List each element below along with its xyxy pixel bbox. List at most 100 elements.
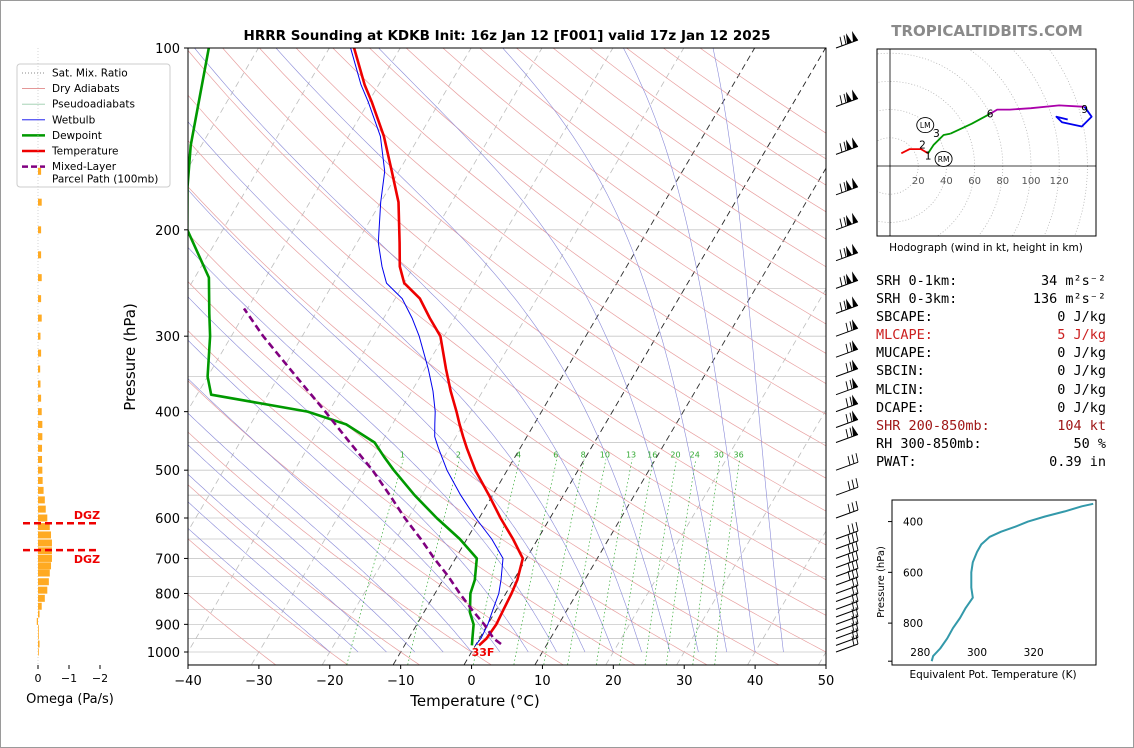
barb-feather [851, 551, 855, 562]
barb-staff [835, 568, 859, 577]
mixing-ratio-label: 2 [456, 450, 461, 459]
x-tick-label: 0 [467, 674, 475, 689]
barb-feather [847, 456, 851, 466]
moist-adiabat [188, 473, 387, 653]
dry-adiabat [259, 48, 826, 479]
barb-flag [852, 425, 858, 437]
omega-bar [38, 486, 44, 494]
mixing-ratio-line [595, 459, 633, 665]
omega-bar [38, 332, 41, 340]
barb-feather [855, 576, 859, 586]
omega-bar [38, 365, 41, 373]
theta-e-x-tick-label: 320 [1024, 647, 1044, 659]
barb-staff [835, 608, 859, 618]
omega-bar [38, 632, 39, 640]
barb-staff [835, 434, 859, 443]
barb-staff [835, 509, 859, 519]
barb-feather [847, 553, 851, 563]
stat-value: 0.39 in [1049, 453, 1106, 470]
mixing-ratio-label: 24 [690, 450, 700, 459]
wind-barb [835, 634, 859, 653]
stat-value: 5 J/kg [1057, 327, 1106, 344]
dry-adiabat [188, 380, 564, 665]
barb-feather [851, 523, 855, 533]
theta-e-x-axis-label: Equivalent Pot. Temperature (K) [909, 669, 1076, 681]
barb-staff [835, 540, 859, 550]
barb-staff [835, 327, 859, 337]
barb-feather [843, 141, 847, 151]
theta-e-x-tick-label: 300 [967, 647, 987, 659]
barb-feather [855, 531, 859, 541]
barb-feather [851, 601, 855, 611]
y-tick-label: 200 [155, 224, 180, 239]
mixing-ratio-line [714, 459, 740, 665]
wind-barb [835, 212, 859, 231]
legend-label: Pseudoadiabats [52, 99, 135, 111]
storm-motion-marker [934, 150, 953, 167]
barb-flag [846, 298, 852, 310]
isotherm-line [188, 48, 472, 532]
omega-bar [38, 562, 52, 570]
barb-feather [839, 218, 843, 228]
barb-feather [845, 322, 849, 332]
barb-staff [835, 630, 859, 639]
legend-label: Dewpoint [52, 130, 102, 142]
mixing-ratio-label: 20 [670, 450, 680, 459]
mixing-ratio-label: 36 [734, 450, 744, 459]
barb-staff [835, 623, 859, 632]
omega-x-axis-label: Omega (Pa/s) [26, 692, 114, 707]
barb-feather [847, 503, 851, 514]
omega-bar [38, 625, 39, 633]
wind-barb [835, 614, 859, 632]
stat-label: MUCAPE: [876, 345, 933, 362]
mixing-ratio-label: 13 [626, 450, 636, 459]
wind-barb [835, 31, 859, 49]
moist-adiabat [188, 501, 359, 653]
omega-bar [38, 547, 52, 555]
barb-feather [847, 534, 851, 544]
omega-bar [38, 640, 40, 648]
dry-adiabat [442, 48, 826, 325]
storm-motion-label: LM [920, 121, 931, 130]
stat-value: 0 J/kg [1057, 345, 1106, 362]
barb-feather [849, 427, 853, 437]
stat-rh: RH 300-850mb: 50 % [876, 435, 1106, 453]
barb-staff [835, 368, 859, 378]
mixing-ratio-line [619, 459, 654, 665]
hodograph-ring-label: 40 [940, 176, 953, 187]
barb-feather [851, 533, 855, 543]
dry-adiabat [188, 186, 826, 653]
omega-bar [38, 539, 52, 547]
barb-staff [835, 549, 859, 559]
barb-staff [835, 576, 859, 586]
barb-feather [839, 277, 843, 287]
y-tick-label: 800 [155, 587, 180, 602]
barb-feather [855, 584, 859, 594]
barb-feather [847, 570, 851, 581]
barb-staff [835, 636, 859, 646]
wind-barb [835, 576, 859, 594]
hodograph-caption: Hodograph (wind in kt, height in km) [889, 242, 1083, 254]
theta-e-y-tick-label: 800 [903, 618, 923, 630]
stat-dcape: DCAPE: 0 J/kg [876, 399, 1106, 417]
x-tick-label: −30 [245, 674, 272, 689]
barb-feather [839, 36, 843, 46]
x-tick-label: −10 [387, 674, 414, 689]
barb-flag [846, 215, 852, 226]
dry-adiabat [188, 330, 636, 665]
barb-flag [852, 177, 858, 189]
wind-barb [835, 592, 859, 610]
barb-feather [851, 585, 855, 596]
stats-panel: SRH 0-1km: 34 m²s⁻² SRH 0-3km: 136 m²s⁻² S… [876, 272, 1106, 471]
isotherm-line [188, 48, 330, 290]
barb-feather [843, 247, 847, 258]
legend-label: Wetbulb [52, 114, 96, 126]
barb-staff [835, 585, 859, 594]
mixing-ratio-line [407, 459, 460, 665]
wind-barb [835, 478, 859, 496]
barb-feather [843, 275, 847, 285]
barb-feather [847, 481, 851, 491]
barb-staff [835, 403, 859, 413]
mixing-ratio-line [472, 459, 520, 665]
